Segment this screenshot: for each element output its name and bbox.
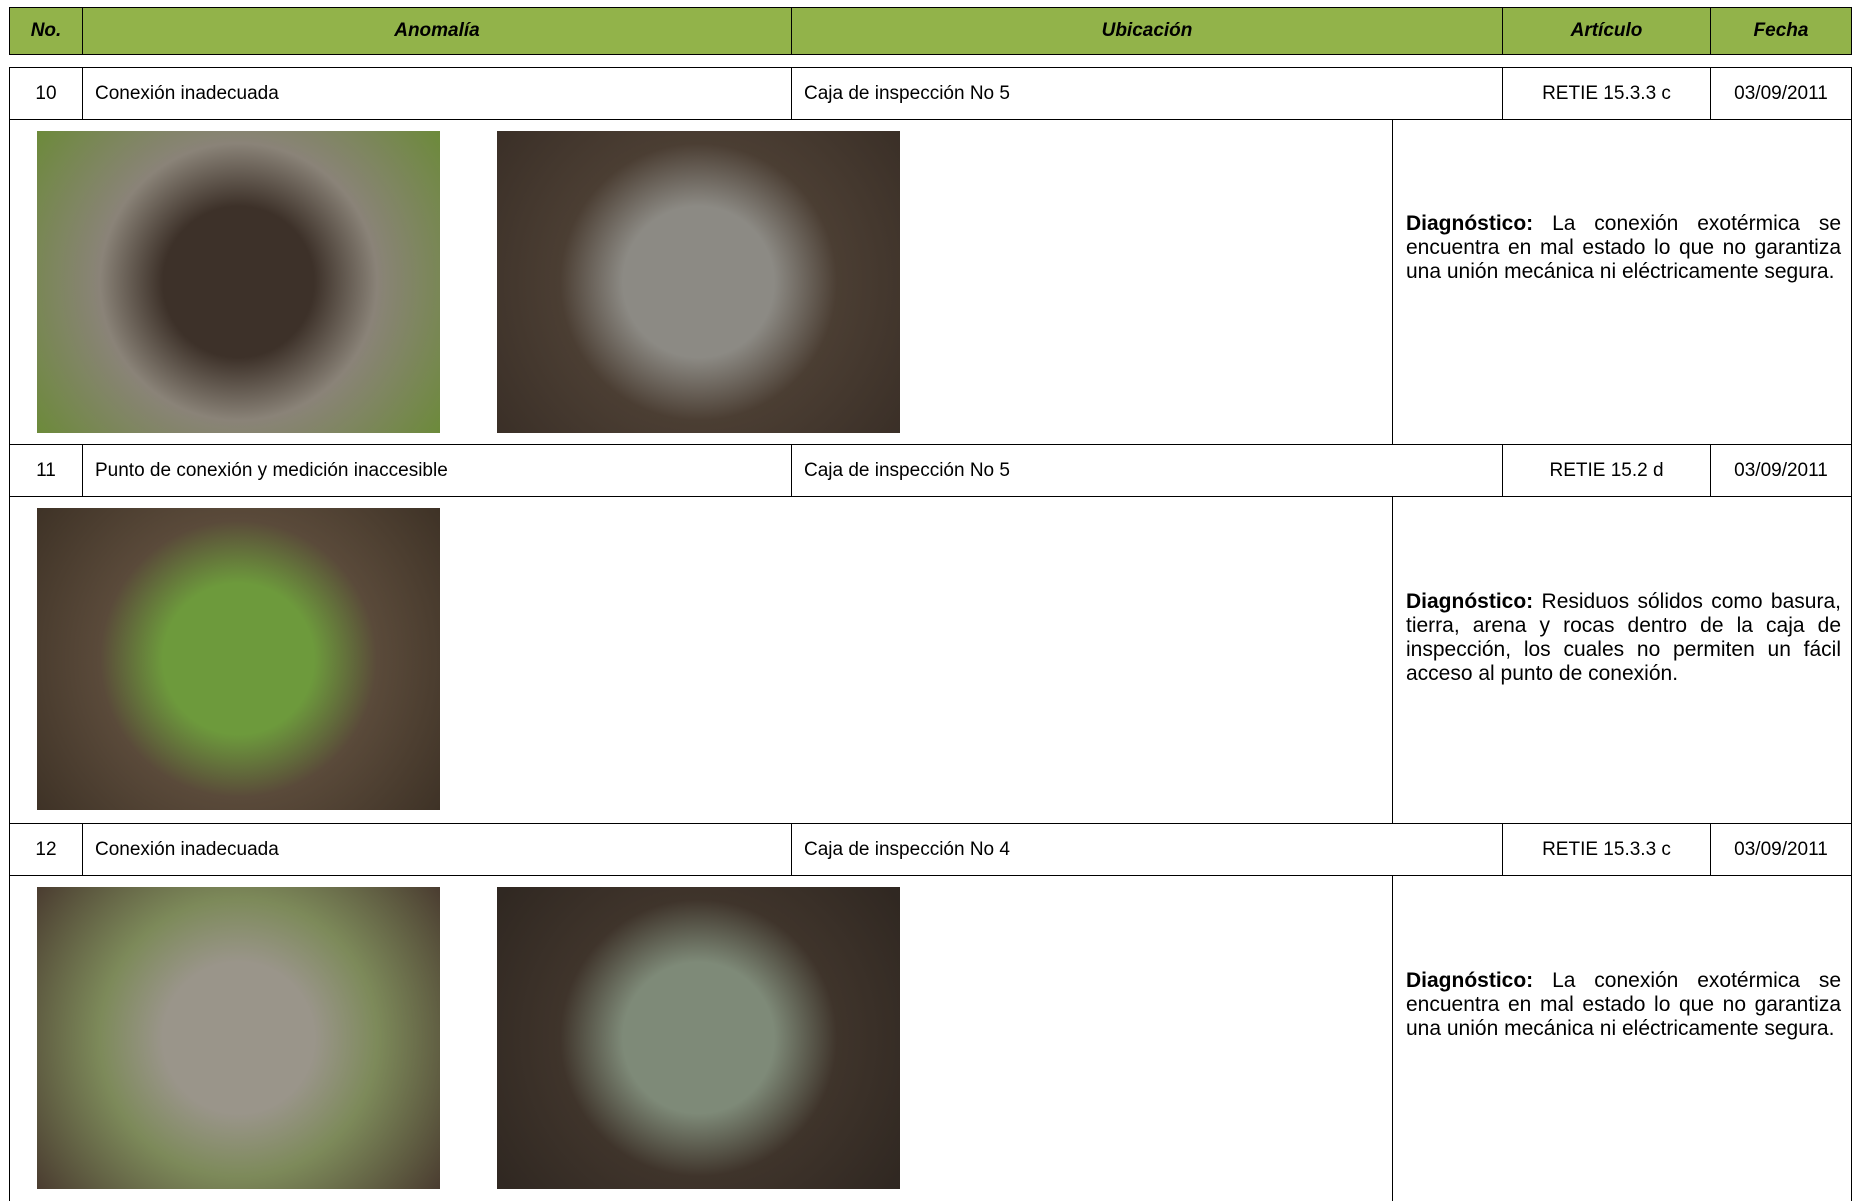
header-cell: No.: [9, 7, 83, 55]
cell-text: 11: [36, 459, 56, 481]
row-cell: 10: [9, 67, 83, 120]
row-cell: 03/09/2011: [1710, 67, 1852, 120]
photo: [497, 131, 900, 433]
row-cell: Caja de inspección No 5: [791, 444, 1503, 497]
cell-text: Punto de conexión y medición inaccesible: [95, 459, 448, 481]
cell-text: 10: [35, 82, 57, 104]
header-cell: Artículo: [1502, 7, 1711, 55]
row-cell: Punto de conexión y medición inaccesible: [82, 444, 792, 497]
diagnosis: Diagnóstico: La conexión exotérmica se e…: [1406, 212, 1841, 284]
photo: [37, 887, 440, 1189]
row-cell: Caja de inspección No 4: [791, 823, 1503, 876]
diagnosis-text: Residuos sólidos como basura, tierra, ar…: [1406, 590, 1841, 686]
row-cell: RETIE 15.3.3 c: [1502, 67, 1711, 120]
cell-text: Conexión inadecuada: [95, 838, 279, 860]
cell-text: 03/09/2011: [1734, 82, 1828, 104]
row-cell: Caja de inspección No 5: [791, 67, 1503, 120]
cell-text: Conexión inadecuada: [95, 82, 279, 104]
photo: [37, 131, 440, 433]
cell-text: RETIE 15.3.3 c: [1542, 82, 1671, 104]
header-cell: Ubicación: [791, 7, 1503, 55]
photo: [497, 887, 900, 1189]
row-cell: RETIE 15.3.3 c: [1502, 823, 1711, 876]
row-cell: Conexión inadecuada: [82, 823, 792, 876]
cell-text: Caja de inspección No 4: [804, 838, 1010, 860]
cell-text: 12: [35, 838, 57, 860]
diagnosis-label: Diagnóstico:: [1406, 212, 1534, 235]
diagnosis-label: Diagnóstico:: [1406, 590, 1534, 613]
header-cell: Anomalía: [82, 7, 792, 55]
diag-cell: [1392, 875, 1852, 1201]
cell-text: Caja de inspección No 5: [804, 459, 1010, 481]
cell-text: 03/09/2011: [1734, 459, 1828, 481]
row-cell: 11: [9, 444, 83, 497]
row-cell: 03/09/2011: [1710, 823, 1852, 876]
cell-text: RETIE 15.3.3 c: [1542, 838, 1671, 860]
photo: [37, 508, 440, 810]
diagnosis: Diagnóstico: La conexión exotérmica se e…: [1406, 969, 1841, 1041]
header-cell: Fecha: [1710, 7, 1852, 55]
row-cell: 12: [9, 823, 83, 876]
cell-text: RETIE 15.2 d: [1549, 459, 1664, 481]
cell-text: 03/09/2011: [1734, 838, 1828, 860]
diagnosis: Diagnóstico: Residuos sólidos como basur…: [1406, 590, 1841, 687]
diagnosis-text: La conexión exotérmica se encuentra en m…: [1406, 212, 1841, 284]
row-cell: 03/09/2011: [1710, 444, 1852, 497]
diagnosis-label: Diagnóstico:: [1406, 969, 1534, 992]
diagnosis-text: La conexión exotérmica se encuentra en m…: [1406, 969, 1841, 1041]
row-cell: Conexión inadecuada: [82, 67, 792, 120]
row-cell: RETIE 15.2 d: [1502, 444, 1711, 497]
cell-text: Caja de inspección No 5: [804, 82, 1010, 104]
